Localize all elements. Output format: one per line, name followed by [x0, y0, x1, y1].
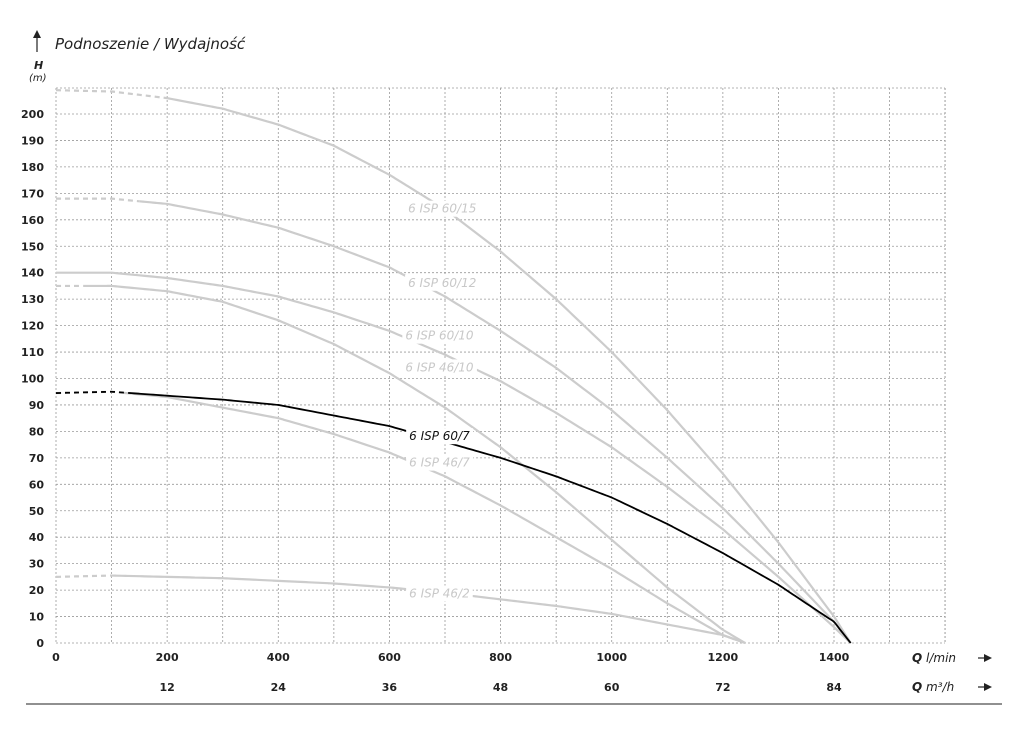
curve-6-isp-46-7 [122, 391, 746, 645]
y-tick-label: 80 [29, 425, 45, 438]
x-tick-label: 800 [489, 651, 512, 664]
x2-tick-label: 12 [159, 681, 174, 694]
curve-6-isp-46-10 [83, 284, 746, 644]
curve-label: 6 ISP 60/12 [408, 276, 476, 290]
y-axis-label: H [34, 59, 43, 72]
y-tick-label: 200 [21, 108, 44, 121]
curve-label-backing [406, 428, 474, 445]
x-axis-label: Q l/min [912, 651, 956, 665]
curve-label-backing [405, 274, 480, 291]
x-tick-label: 600 [378, 651, 401, 664]
x2-tick-label: 36 [382, 681, 398, 694]
x2-tick-label: 48 [493, 681, 508, 694]
y-tick-label: 100 [21, 373, 44, 386]
y-tick-label: 0 [36, 637, 44, 650]
curve-label: 6 ISP 46/10 [405, 360, 474, 374]
curve-dashed-6-isp-60-7 [55, 390, 129, 394]
x-tick-label: 1400 [819, 651, 850, 664]
y-tick-label: 170 [21, 187, 44, 200]
y-tick-label: 110 [21, 346, 44, 359]
y-arrow-icon [33, 30, 41, 38]
curve-label-backing [406, 454, 474, 471]
grid [55, 87, 946, 644]
y-tick-label: 190 [21, 134, 44, 147]
x2-tick-labels: 12 24 36 48 60 72 84 [159, 681, 842, 694]
curve-label: 6 ISP 60/15 [408, 202, 476, 216]
x2-tick-label: 60 [604, 681, 620, 694]
y-tick-label: 120 [21, 320, 44, 333]
curve-label: 6 ISP 60/7 [409, 429, 470, 443]
x2-axis-name: Q m³/h [912, 680, 992, 694]
curve-label-backing [405, 200, 480, 217]
curve-6-isp-60-15 [166, 97, 852, 644]
y-tick-label: 70 [29, 452, 45, 465]
x-tick-labels: 0 200 400 600 800 1000 1200 1400 [52, 651, 849, 664]
y-tick-label: 10 [29, 611, 45, 624]
y-tick-label: 90 [29, 399, 45, 412]
y-tick-labels: 0 10 20 30 40 50 60 70 80 90 100 110 120 130 140 150 160… [21, 108, 44, 650]
x2-axis-label: Q m³/h [912, 680, 954, 694]
curve-6-isp-60-12 [139, 200, 852, 644]
y-axis-header: Podnoszenie / Wydajność H (m) [29, 30, 246, 84]
curve-label: 6 ISP 46/2 [409, 587, 470, 601]
curve-label: 6 ISP 46/7 [409, 456, 470, 470]
x-tick-label: 400 [267, 651, 290, 664]
chart-title: Podnoszenie / Wydajność [55, 35, 246, 53]
y-tick-label: 20 [29, 584, 45, 597]
y-tick-label: 40 [29, 531, 45, 544]
y-tick-label: 130 [21, 293, 44, 306]
x2-tick-label: 24 [271, 681, 287, 694]
y-axis-unit: (m) [29, 73, 47, 84]
x-axis-name: Q l/min [912, 651, 992, 665]
x-tick-label: 0 [52, 651, 60, 664]
x2-tick-label: 84 [826, 681, 842, 694]
y-tick-label: 140 [21, 267, 44, 280]
x-tick-label: 1200 [708, 651, 739, 664]
curve-label: 6 ISP 60/10 [405, 329, 474, 343]
y-tick-label: 150 [21, 240, 44, 253]
x-tick-label: 200 [156, 651, 179, 664]
y-tick-label: 30 [29, 558, 45, 571]
curve-dashed-6-isp-60-15 [55, 89, 168, 100]
curve-label-backing [402, 359, 477, 376]
curve-dashed-6-isp-60-12 [56, 197, 140, 203]
y-tick-label: 60 [29, 478, 45, 491]
pump-curves [55, 89, 852, 645]
curve-label-backing [406, 585, 473, 602]
x-arrow-icon [984, 654, 992, 662]
y-tick-label: 160 [21, 214, 44, 227]
y-tick-label: 180 [21, 161, 44, 174]
y-tick-label: 50 [29, 505, 45, 518]
x2-arrow-icon [984, 683, 992, 691]
x-tick-label: 1000 [596, 651, 627, 664]
curve-6-isp-60-10 [56, 271, 852, 644]
x2-tick-label: 72 [715, 681, 730, 694]
curve-6-isp-60-7 [128, 392, 852, 644]
curve-label-backing [402, 327, 477, 344]
curve-dashed-6-isp-46-2 [55, 574, 112, 578]
curve-labels: 6 ISP 60/15 6 ISP 60/12 6 ISP 60/10 6 ISP 4… [402, 200, 480, 602]
